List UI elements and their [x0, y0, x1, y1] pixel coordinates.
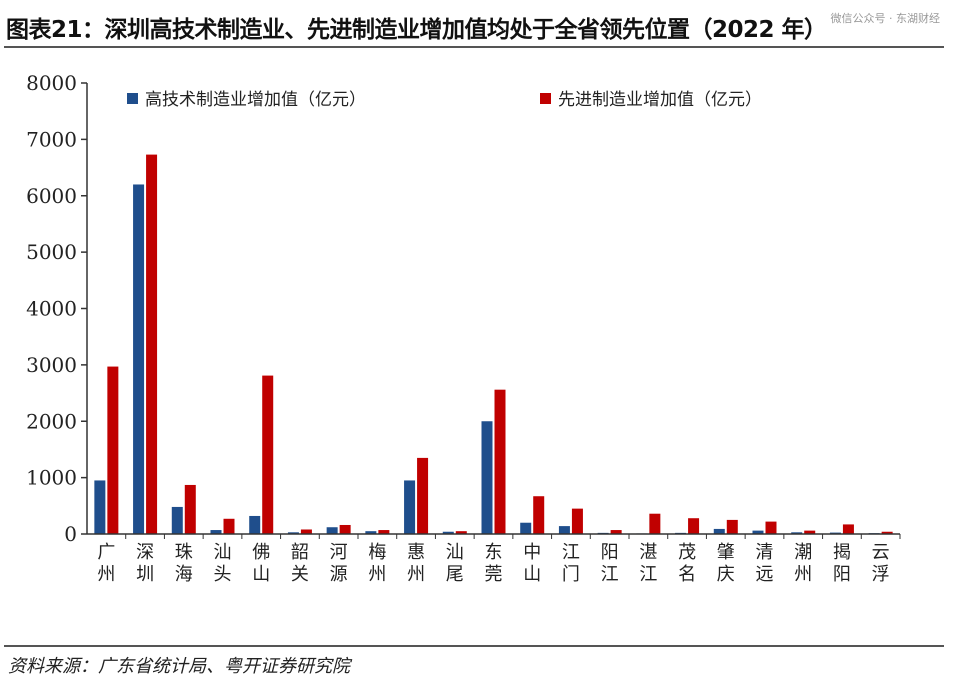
y-tick-label: 0	[64, 522, 77, 546]
bar-advanced-0	[107, 366, 119, 534]
bar-advanced-5	[300, 529, 312, 534]
bar-advanced-18	[804, 530, 816, 534]
x-tick-label: 中山	[523, 542, 541, 585]
bar-high-tech-10	[481, 421, 493, 534]
legend-label: 先进制造业增加值（亿元）	[558, 90, 762, 110]
x-tick-label: 广州	[97, 542, 115, 585]
bar-advanced-9	[455, 531, 467, 534]
x-tick-label: 潮州	[794, 542, 812, 585]
legend: 高技术制造业增加值（亿元） 先进制造业增加值（亿元）	[127, 90, 762, 110]
bar-high-tech-1	[133, 184, 145, 534]
bar-advanced-1	[146, 154, 158, 534]
bar-advanced-20	[881, 531, 893, 534]
y-tick-label: 7000	[26, 127, 77, 151]
x-tick-label: 韶关	[291, 542, 309, 585]
bar-high-tech-16	[713, 528, 725, 534]
bars	[94, 154, 893, 534]
x-tick-label: 江门	[562, 542, 580, 585]
bar-high-tech-11	[520, 522, 532, 534]
bar-high-tech-8	[404, 480, 416, 534]
bar-high-tech-9	[442, 531, 454, 534]
x-tick-label: 阳江	[601, 542, 619, 585]
legend-swatch	[540, 93, 551, 104]
bar-advanced-17	[765, 521, 777, 534]
bar-advanced-3	[223, 518, 235, 534]
bar-advanced-8	[417, 457, 429, 534]
y-tick-label: 8000	[26, 71, 77, 95]
x-tick-label: 梅州	[368, 542, 386, 585]
bar-advanced-12	[571, 508, 583, 534]
bar-advanced-11	[533, 496, 545, 534]
chart-title: 图表21：深圳高技术制造业、先进制造业增加值均处于全省领先位置（2022 年）	[6, 17, 827, 43]
bar-advanced-13	[610, 530, 622, 534]
title-divider	[4, 46, 944, 48]
x-tick-label: 佛山	[252, 542, 270, 585]
bar-chart: 0 1000 2000 3000 4000 5000 6000 7000 8000 高技术制造业…	[26, 71, 901, 585]
x-tick-label: 珠海	[175, 542, 193, 585]
x-tick-label: 汕头	[214, 542, 232, 585]
x-tick-label: 湛江	[639, 542, 657, 585]
source-note: 资料来源：广东省统计局、粤开证券研究院	[8, 656, 350, 677]
bar-advanced-6	[339, 524, 351, 534]
bar-high-tech-18	[791, 532, 803, 534]
bar-high-tech-12	[558, 526, 570, 534]
bar-advanced-19	[842, 524, 854, 534]
bar-advanced-14	[649, 513, 661, 534]
x-tick-label: 清远	[756, 542, 774, 585]
bar-advanced-2	[184, 484, 196, 534]
bar-high-tech-5	[287, 532, 299, 534]
y-tick-label: 3000	[26, 353, 77, 377]
y-tick-label: 1000	[26, 466, 77, 490]
legend-swatch	[127, 93, 138, 104]
x-axis: 广州深圳珠海汕头佛山韶关河源梅州惠州汕尾东莞中山江门阳江湛江茂名肇庆清远潮州揭阳…	[87, 533, 901, 585]
bar-high-tech-17	[752, 530, 764, 534]
bar-high-tech-4	[249, 515, 261, 534]
bar-high-tech-0	[94, 480, 106, 534]
x-tick-label: 河源	[330, 542, 348, 585]
x-tick-label: 东莞	[485, 542, 503, 585]
y-axis: 0 1000 2000 3000 4000 5000 6000 7000 8000	[26, 71, 88, 546]
bar-advanced-7	[378, 530, 390, 534]
bar-high-tech-2	[171, 506, 183, 534]
bar-advanced-4	[262, 375, 274, 534]
source-divider	[4, 645, 944, 647]
bar-advanced-16	[726, 519, 738, 534]
x-tick-label: 揭阳	[833, 542, 851, 585]
y-tick-label: 4000	[26, 297, 77, 321]
x-tick-label: 汕尾	[446, 542, 464, 585]
bar-advanced-15	[688, 518, 700, 534]
x-tick-label: 肇庆	[717, 542, 735, 585]
y-tick-label: 2000	[26, 409, 77, 433]
y-tick-label: 5000	[26, 240, 77, 264]
bar-high-tech-6	[326, 527, 338, 534]
x-tick-label: 深圳	[136, 542, 154, 585]
x-tick-label: 茂名	[678, 542, 696, 585]
watermark: 微信公众号 · 东湖财经	[830, 12, 941, 25]
title-bar: 图表21：深圳高技术制造业、先进制造业增加值均处于全省领先位置（2022 年） …	[0, 0, 958, 52]
y-tick-label: 6000	[26, 184, 77, 208]
x-tick-label: 云浮	[872, 542, 890, 585]
x-tick-label: 惠州	[407, 542, 425, 585]
bar-high-tech-7	[365, 531, 377, 534]
legend-label: 高技术制造业增加值（亿元）	[145, 90, 366, 110]
bar-high-tech-3	[210, 530, 222, 534]
bar-advanced-10	[494, 389, 506, 534]
